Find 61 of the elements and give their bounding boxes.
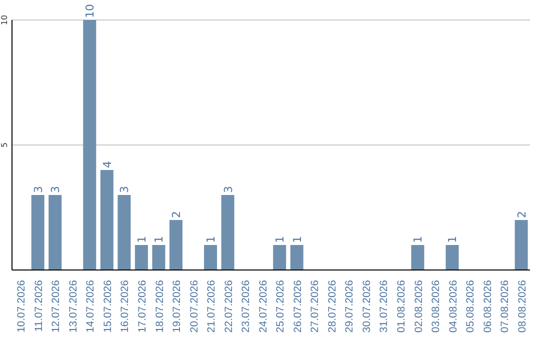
x-tick-label: 18.07.2026 bbox=[154, 280, 166, 333]
data-label: 1 bbox=[446, 236, 460, 243]
data-label: 3 bbox=[118, 186, 132, 193]
x-tick-label: 14.07.2026 bbox=[84, 280, 97, 333]
x-tick-label: 12.07.2026 bbox=[50, 280, 62, 333]
bar bbox=[134, 245, 148, 270]
y-tick-label: 5 bbox=[0, 142, 9, 148]
x-tick-label: 06.08.2026 bbox=[482, 280, 494, 333]
bar bbox=[83, 20, 96, 270]
x-tick-label: 19.07.2026 bbox=[171, 280, 184, 333]
bar bbox=[446, 245, 459, 270]
bar bbox=[290, 245, 304, 270]
data-label: 1 bbox=[290, 236, 304, 243]
bar bbox=[273, 245, 286, 270]
bar bbox=[152, 245, 166, 270]
x-tick-label: 17.07.2026 bbox=[136, 280, 148, 333]
x-tick-label: 28.07.2026 bbox=[326, 280, 338, 333]
x-tick-label: 04.08.2026 bbox=[447, 280, 460, 333]
x-tick-label: 21.07.2026 bbox=[206, 280, 218, 333]
data-label: 4 bbox=[100, 161, 114, 168]
data-label: 3 bbox=[49, 186, 62, 193]
bar bbox=[221, 195, 234, 270]
x-tick-label: 05.08.2026 bbox=[464, 280, 477, 333]
bar bbox=[100, 170, 114, 270]
x-tick-label: 23.07.2026 bbox=[240, 280, 252, 333]
x-tick-label: 24.07.2026 bbox=[257, 280, 270, 333]
data-label: 3 bbox=[32, 186, 45, 193]
x-tick-label: 10.07.2026 bbox=[16, 280, 28, 333]
x-tick-label: 02.08.2026 bbox=[412, 280, 425, 333]
bar bbox=[118, 195, 131, 270]
bar bbox=[514, 220, 528, 270]
bar bbox=[204, 245, 218, 270]
x-tick-label: 31.07.2026 bbox=[378, 280, 390, 333]
x-tick-label: 25.07.2026 bbox=[274, 280, 287, 333]
data-label: 1 bbox=[412, 236, 425, 243]
data-label: 2 bbox=[170, 211, 183, 218]
data-label: 1 bbox=[135, 236, 148, 243]
bar bbox=[31, 195, 44, 270]
x-tick-label: 30.07.2026 bbox=[360, 280, 373, 333]
x-tick-label: 13.07.2026 bbox=[67, 280, 80, 333]
x-tick-label: 07.08.2026 bbox=[499, 280, 512, 333]
bar bbox=[411, 245, 424, 270]
x-tick-label: 08.08.2026 bbox=[516, 280, 528, 333]
bar bbox=[48, 195, 62, 270]
data-label: 1 bbox=[274, 236, 287, 243]
data-label: 1 bbox=[152, 236, 166, 243]
x-tick-label: 03.08.2026 bbox=[430, 280, 442, 333]
x-tick-label: 16.07.2026 bbox=[119, 280, 132, 333]
x-tick-label: 26.07.2026 bbox=[292, 280, 304, 333]
x-tick-label: 27.07.2026 bbox=[309, 280, 322, 333]
x-tick-label: 22.07.2026 bbox=[222, 280, 235, 333]
data-label: 10 bbox=[84, 4, 97, 18]
x-tick-label: 01.08.2026 bbox=[396, 280, 408, 333]
x-tick-label: 15.07.2026 bbox=[102, 280, 114, 333]
x-tick-label: 29.07.2026 bbox=[344, 280, 356, 333]
data-label: 1 bbox=[204, 236, 218, 243]
x-tick-label: 11.07.2026 bbox=[32, 280, 45, 332]
bar bbox=[169, 220, 182, 270]
data-label: 2 bbox=[515, 211, 528, 218]
data-label: 3 bbox=[222, 186, 235, 193]
x-tick-label: 20.07.2026 bbox=[188, 280, 200, 333]
